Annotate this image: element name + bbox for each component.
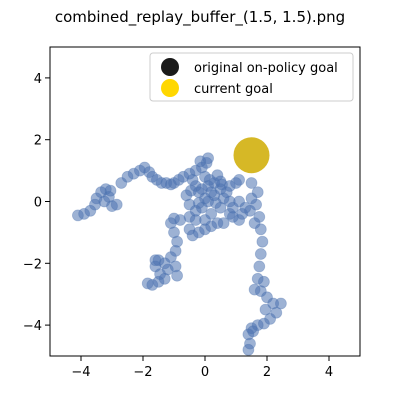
y-tick-label: 2 (34, 134, 42, 149)
current-goal-point (233, 137, 270, 174)
x-tick-label: 4 (325, 365, 333, 380)
x-axis-ticks: −4 −2 0 2 4 (71, 356, 333, 380)
trajectory-points (72, 152, 287, 356)
trajectory-point (203, 173, 216, 186)
trajectory-point (233, 173, 246, 186)
trajectory-point (171, 269, 184, 282)
trajectory-point (185, 184, 197, 197)
trajectory-point (254, 248, 267, 260)
trajectory-point (110, 198, 123, 211)
trajectory-point (186, 173, 199, 186)
trajectory-point (194, 155, 207, 168)
y-tick-label: −2 (23, 257, 42, 272)
legend-box (149, 52, 354, 102)
chart-title: combined_replay_buffer_(1.5, 1.5).png (55, 8, 345, 27)
x-tick-label: −2 (133, 365, 152, 380)
goal-points (233, 137, 270, 174)
trajectory-point (141, 277, 154, 290)
trajectory-point (209, 197, 222, 209)
trajectory-point (245, 192, 258, 205)
y-axis-ticks: −4 −2 0 2 4 (23, 72, 50, 334)
trajectory-point (247, 325, 260, 338)
trajectory-point (244, 204, 256, 217)
trajectory-point (192, 197, 205, 209)
trajectory-point (189, 214, 202, 226)
trajectory-point (248, 217, 261, 230)
y-tick-label: −4 (23, 319, 42, 334)
trajectory-point (248, 283, 261, 296)
trajectory-point (256, 235, 269, 248)
legend: original on-policy goal current goal (149, 52, 354, 102)
trajectory-point (223, 207, 236, 220)
trajectory-point (242, 343, 255, 356)
trajectory-point (245, 177, 258, 189)
trajectory-point (257, 275, 270, 288)
legend-marker-current-goal (161, 79, 179, 97)
legend-label-current-goal: current goal (194, 82, 273, 97)
trajectory-point (211, 217, 224, 230)
y-tick-label: 0 (34, 196, 42, 211)
legend-marker-original-goal (161, 58, 179, 76)
trajectory-point (253, 260, 266, 273)
trajectory-point (274, 297, 287, 310)
x-tick-label: 2 (263, 365, 271, 380)
trajectory-point (259, 303, 272, 316)
trajectory-point (214, 175, 227, 188)
trajectory-point (149, 254, 162, 267)
x-tick-label: 0 (201, 365, 209, 380)
legend-label-original-goal: original on-policy goal (194, 61, 338, 76)
x-tick-label: −4 (71, 365, 90, 380)
y-tick-label: 4 (34, 72, 42, 87)
